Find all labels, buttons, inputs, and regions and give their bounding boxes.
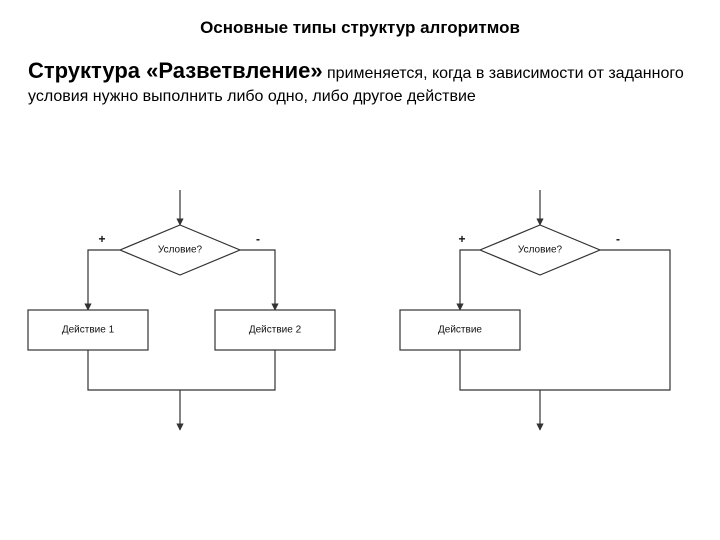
right-condition-label: Условие? — [518, 245, 563, 256]
left-plus-sign: + — [98, 232, 105, 246]
flowchart-diagrams: Условие? + - Действие 1 Действие 2 Условие? + -… — [0, 170, 720, 530]
right-minus-sign: - — [616, 232, 620, 246]
heading-main: Структура «Разветвление» — [28, 58, 323, 83]
right-plus-sign: + — [458, 232, 465, 246]
right-action-label: Действие — [438, 325, 482, 336]
left-minus-sign: - — [256, 232, 260, 246]
left-action-1-label: Действие 1 — [62, 325, 115, 336]
heading-block: Структура «Разветвление» применяется, ко… — [28, 56, 692, 107]
left-action-2-label: Действие 2 — [249, 325, 302, 336]
page-title: Основные типы структур алгоритмов — [28, 18, 692, 38]
left-condition-label: Условие? — [158, 245, 203, 256]
